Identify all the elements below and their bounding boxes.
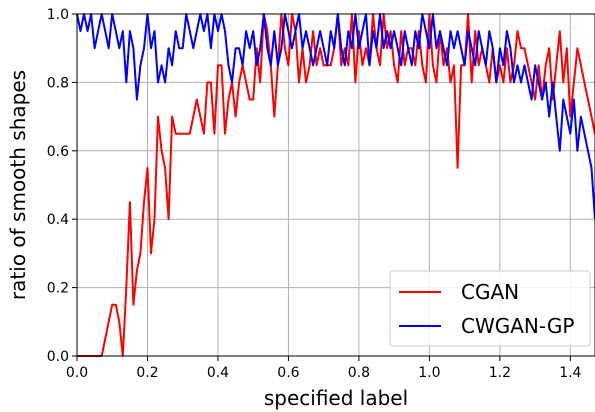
legend-label-cwgan-gp: CWGAN-GP [461, 314, 574, 338]
x-tick-label: 0.8 [348, 365, 370, 381]
series-line-cwgan-gp [76, 13, 595, 220]
x-axis-label: specified label [264, 386, 408, 410]
x-tick-label: 0.2 [136, 365, 158, 381]
y-tick-label: 0.0 [47, 349, 69, 365]
x-tick-label: 0.4 [207, 365, 229, 381]
y-tick-label: 1.0 [47, 7, 69, 23]
axis-ticks: 0.0 0.2 0.4 0.6 0.8 1.0 1.2 1.4 0.0 0.2 0.4 0.6 0.8 1… [47, 7, 582, 381]
y-tick-label: 0.8 [47, 75, 69, 91]
plot-frame [76, 13, 595, 357]
x-tick-label: 1.4 [559, 365, 581, 381]
series-lines [76, 13, 595, 357]
y-tick-label: 0.6 [47, 144, 69, 160]
x-tick-label: 0.6 [277, 365, 299, 381]
x-tick-label: 0.0 [66, 365, 88, 381]
legend: CGAN CWGAN-GP [389, 270, 591, 347]
legend-box [389, 270, 591, 347]
y-tick-label: 0.2 [47, 281, 69, 297]
x-tick-label: 1.0 [418, 365, 440, 381]
y-axis-label: ratio of smooth shapes [6, 70, 30, 300]
y-tick-label: 0.4 [47, 212, 69, 228]
x-tick-label: 1.2 [489, 365, 511, 381]
legend-label-cgan: CGAN [461, 280, 519, 304]
